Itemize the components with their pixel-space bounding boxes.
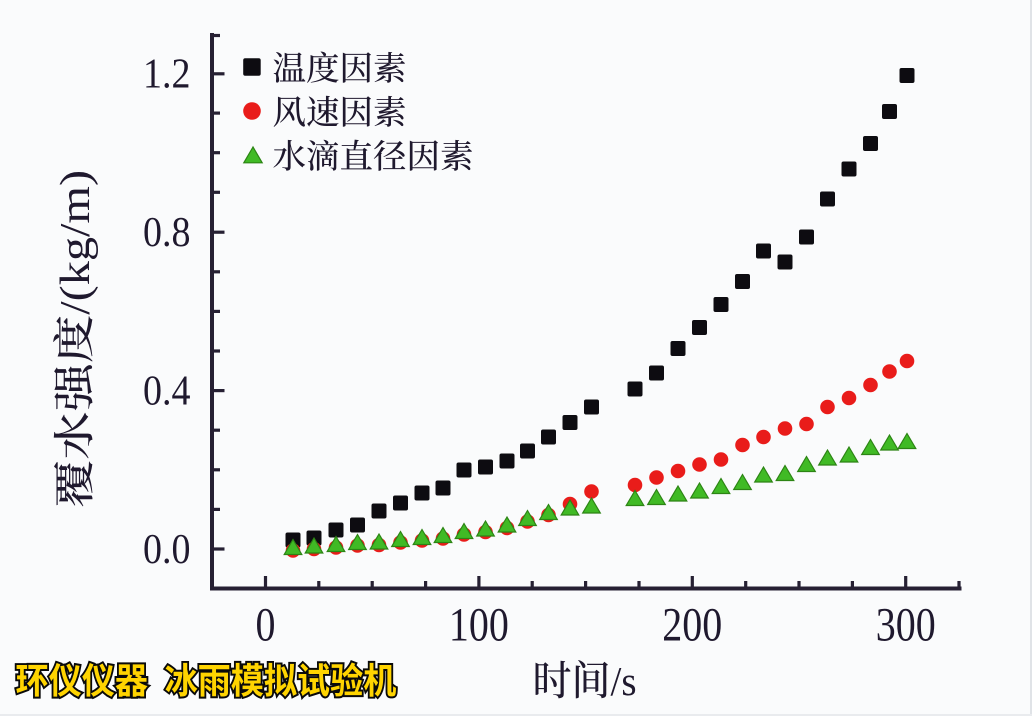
svg-text:/s: /s	[611, 658, 637, 704]
svg-text:200: 200	[662, 598, 722, 651]
svg-text:/(kg/m): /(kg/m)	[52, 170, 98, 315]
svg-text:1.2: 1.2	[143, 50, 190, 97]
svg-text:0.8: 0.8	[143, 208, 190, 255]
svg-text:100: 100	[449, 598, 509, 651]
svg-text:0.0: 0.0	[143, 525, 190, 572]
svg-text:0.4: 0.4	[143, 367, 191, 414]
svg-text:300: 300	[876, 598, 936, 651]
svg-text:0: 0	[255, 598, 275, 651]
